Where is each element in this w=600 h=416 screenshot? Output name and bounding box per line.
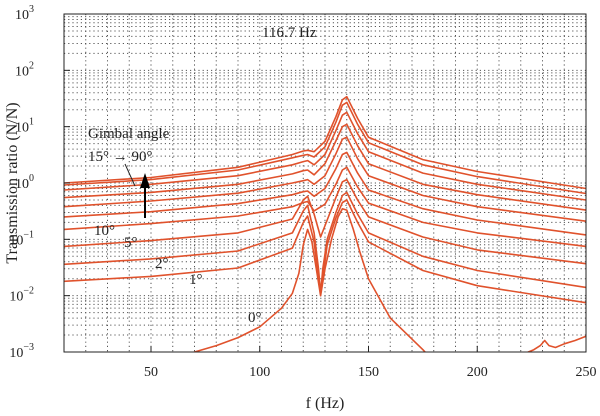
- x-tick-labels: 50 100 150 200 250: [144, 365, 597, 380]
- grid: [64, 14, 586, 352]
- series-line-1: [64, 95, 586, 190]
- y-tick-label: 10−2: [9, 286, 34, 305]
- series-line-3: [64, 111, 586, 201]
- y-tick-label: 102: [15, 60, 34, 79]
- series-line-5: [64, 136, 586, 222]
- x-tick-label: 250: [576, 365, 597, 380]
- y-tick-label: 10−3: [9, 342, 34, 361]
- curve-label-0deg: 0°: [248, 310, 262, 326]
- y-tick-label: 101: [15, 117, 34, 136]
- curve-label-10deg: 10°: [94, 223, 115, 239]
- x-tick-label: 150: [358, 365, 379, 380]
- curve-label-1deg: 1°: [189, 272, 203, 288]
- tick-marks: [64, 13, 587, 353]
- gimbal-arrow-head: [140, 173, 150, 188]
- y-tick-label: 100: [15, 173, 34, 192]
- series-line-9: [64, 191, 586, 295]
- series-line-11: [191, 207, 426, 352]
- series-line-4: [64, 123, 586, 211]
- x-tick-label: 100: [249, 365, 270, 380]
- curve-label-2deg: 2°: [155, 256, 169, 272]
- y-tick-label: 10−1: [9, 229, 34, 248]
- curve-label-5deg: 5°: [124, 235, 138, 251]
- gimbal-angle-title: Gimbal angle: [88, 126, 170, 142]
- x-axis-label: f (Hz): [306, 395, 345, 412]
- series-line-8: [64, 178, 586, 265]
- series-line-7: [64, 166, 586, 248]
- series-layer: [64, 95, 586, 352]
- frequency-annotation: 116.7 Hz: [262, 25, 317, 41]
- pointer-line: [124, 163, 136, 187]
- y-tick-label: 103: [15, 4, 34, 23]
- x-tick-label: 50: [144, 365, 158, 380]
- series-line-2: [64, 101, 586, 195]
- series-line-12: [526, 335, 586, 352]
- y-tick-labels: 103 102 101 100 10−1 10−2 10−3: [9, 4, 34, 361]
- series-line-6: [64, 151, 586, 236]
- y-axis-label: Transmission ratio (N/N): [4, 102, 21, 263]
- x-tick-label: 200: [467, 365, 488, 380]
- gimbal-angle-range: 15° → 90°: [88, 149, 153, 165]
